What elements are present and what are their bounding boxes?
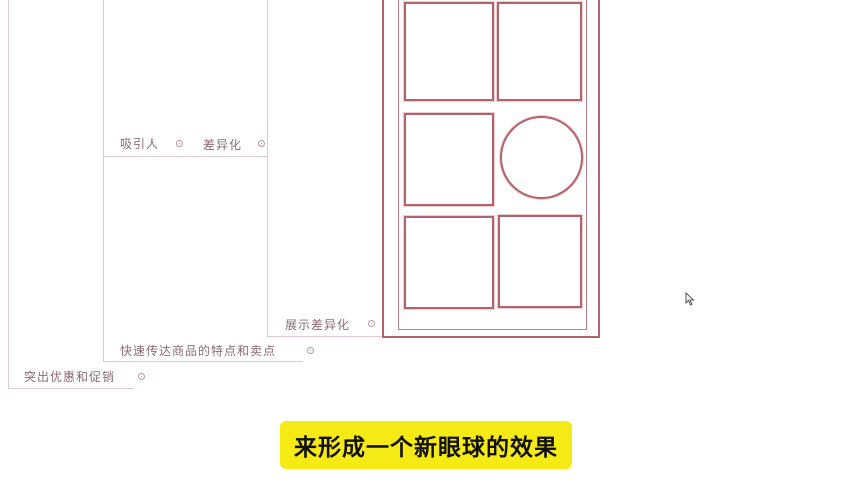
connector-line [103,0,104,156]
connector-line [103,156,104,361]
node-differentiation[interactable]: 差异化 [203,138,243,152]
connector-line [8,0,9,388]
connector-line [267,336,382,337]
collapse-toggle-icon[interactable] [368,320,375,327]
node-show-differentiation[interactable]: 展示差异化 [285,318,351,332]
connector-line [267,0,268,157]
subtitle-caption: 来形成一个新眼球的效果 [280,421,572,469]
layout-cell [497,2,582,101]
collapse-toggle-icon[interactable] [138,373,145,380]
layout-cell [404,216,494,309]
node-attract[interactable]: 吸引人 [120,137,160,151]
layout-cell [404,2,494,101]
layout-cell [498,215,582,308]
connector-line [8,388,134,389]
layout-circle [500,116,583,199]
node-highlight-promotions[interactable]: 突出优惠和促销 [24,370,116,384]
connector-line [103,156,268,157]
collapse-toggle-icon[interactable] [176,140,183,147]
node-convey-features[interactable]: 快速传达商品的特点和卖点 [120,344,277,358]
connector-line [267,157,268,336]
mouse-pointer-icon [685,292,695,306]
collapse-toggle-icon[interactable] [307,347,314,354]
subtitle-text: 来形成一个新眼球的效果 [294,435,558,461]
collapse-toggle-icon[interactable] [258,140,265,147]
layout-cell [404,113,494,206]
connector-line [103,361,303,362]
layout-inner-frame [398,0,587,330]
